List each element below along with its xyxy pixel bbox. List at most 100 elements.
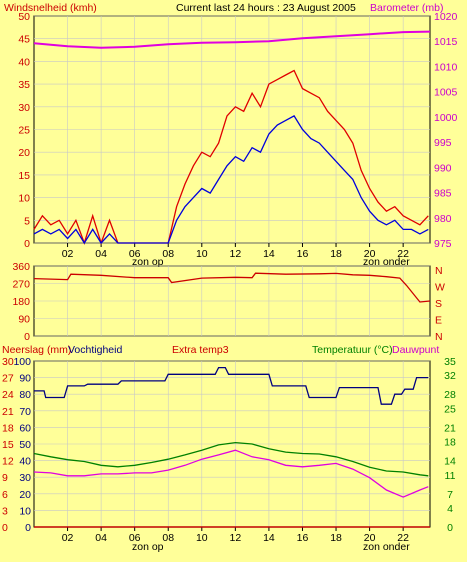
barometer-y-tick-label: 990 bbox=[434, 162, 452, 174]
humidity-y-tick-label: 10 bbox=[19, 505, 31, 517]
wind-x-tick-label: 04 bbox=[95, 248, 107, 260]
wind-y-tick-label: 50 bbox=[18, 11, 30, 23]
barometer-y-tick-label: 980 bbox=[434, 213, 452, 225]
sunrise-label-top: zon op bbox=[132, 256, 164, 268]
rain-y-tick-label: 15 bbox=[2, 439, 14, 451]
temperature-y-tick-label: 0 bbox=[447, 522, 453, 534]
temperature-x-tick-label: 20 bbox=[364, 532, 376, 544]
wind-series bbox=[33, 30, 431, 246]
rain-y-tick-label: 6 bbox=[2, 489, 8, 501]
rain-y-tick-label: 27 bbox=[2, 373, 14, 385]
rain-y-tick-label: 30 bbox=[2, 356, 14, 368]
rain-y-tick-label: 18 bbox=[2, 422, 14, 434]
wind-x-tick-label: 22 bbox=[397, 248, 409, 260]
wind-x-tick-label: 06 bbox=[129, 248, 141, 260]
wind-y-tick-label: 30 bbox=[18, 102, 30, 114]
wind-y-tick-label: 35 bbox=[18, 79, 30, 91]
temperature-x-tick-label: 18 bbox=[330, 532, 342, 544]
sunset-label-bottom: zon onder bbox=[363, 541, 410, 553]
rain-y-ticks: 0 3 6 9 12 15 18 21 24 27 30 bbox=[2, 356, 14, 534]
temperature-x-tick-label: 10 bbox=[196, 532, 208, 544]
temperature-y-tick-label: 11 bbox=[445, 470, 456, 482]
direction-y-tick-label: 270 bbox=[12, 279, 30, 291]
temperature-y-tick-label: 28 bbox=[444, 389, 456, 401]
wind-y-tick-label: 15 bbox=[18, 170, 30, 182]
wind-y-tick-label: 40 bbox=[18, 56, 30, 68]
humidity-y-tick-label: 80 bbox=[19, 389, 31, 401]
direction-compass-label: E bbox=[435, 315, 442, 327]
temperature-x-tick-label: 22 bbox=[397, 532, 409, 544]
temperature-x-tick-label: 02 bbox=[62, 532, 74, 544]
wind-y-tick-label: 10 bbox=[18, 193, 30, 205]
temperature-grid bbox=[34, 360, 430, 528]
humidity-y-ticks: 0 10 20 30 40 50 60 70 80 90 100 bbox=[13, 356, 31, 534]
temperature-y-tick-label: 21 bbox=[444, 422, 456, 434]
direction-compass-label: N bbox=[435, 265, 443, 277]
humidity-y-tick-label: 40 bbox=[19, 456, 31, 468]
temperature-y-ticks: 0 4 7 11 14 18 21 25 28 32 35 bbox=[444, 356, 456, 534]
humidity-y-tick-label: 0 bbox=[25, 522, 31, 534]
barometer-y-tick-label: 1015 bbox=[434, 36, 458, 48]
rain-y-tick-label: 21 bbox=[2, 406, 14, 418]
direction-y-tick-label: 360 bbox=[12, 261, 30, 273]
barometer-y-ticks: 975 980 985 990 995 1000 1005 1010 1015 1020 bbox=[434, 11, 458, 250]
wind-average-line bbox=[33, 115, 429, 245]
rain-y-tick-label: 12 bbox=[2, 456, 14, 468]
wind-x-tick-label: 18 bbox=[330, 248, 342, 260]
humidity-y-tick-label: 50 bbox=[19, 439, 31, 451]
temperature-y-tick-label: 25 bbox=[444, 403, 456, 415]
temperature-series bbox=[33, 366, 430, 528]
temperature-x-tick-label: 04 bbox=[95, 532, 107, 544]
temperature-x-tick-label: 12 bbox=[230, 532, 242, 544]
wind-x-tick-label: 02 bbox=[62, 248, 74, 260]
barometer-y-tick-label: 975 bbox=[434, 238, 452, 250]
barometer-line bbox=[33, 30, 431, 49]
temperature-y-tick-label: 7 bbox=[447, 489, 453, 501]
temperature-x-tick-label: 16 bbox=[297, 532, 309, 544]
barometer-y-tick-label: 985 bbox=[434, 188, 452, 200]
wind-y-tick-label: 45 bbox=[18, 34, 30, 46]
barometer-y-tick-label: 1005 bbox=[434, 87, 458, 99]
direction-y-tick-label: 90 bbox=[18, 314, 30, 326]
direction-compass-label: W bbox=[435, 282, 445, 294]
barometer-y-tick-label: 995 bbox=[434, 137, 452, 149]
wind-x-ticks: 02 04 06 08 10 12 14 16 18 20 22 bbox=[62, 243, 409, 260]
wind-y-tick-label: 25 bbox=[18, 125, 30, 137]
barometer-y-tick-label: 1000 bbox=[434, 112, 458, 124]
direction-y-ticks: 0 90 180 270 360 bbox=[12, 261, 30, 343]
sunset-label-top: zon onder bbox=[363, 256, 410, 268]
wind-axis-title: Windsnelheid (kmh) bbox=[4, 2, 97, 14]
sunrise-label-bottom: zon op bbox=[132, 541, 164, 553]
barometer-axis-title: Barometer (mb) bbox=[370, 2, 444, 14]
temperature-y-tick-label: 35 bbox=[444, 356, 456, 368]
dewpoint-line bbox=[33, 449, 429, 498]
rain-y-tick-label: 24 bbox=[2, 389, 14, 401]
rain-y-tick-label: 0 bbox=[2, 522, 8, 534]
wind-x-tick-label: 14 bbox=[263, 248, 275, 260]
rain-y-tick-label: 3 bbox=[2, 505, 8, 517]
wind-x-tick-label: 08 bbox=[162, 248, 174, 260]
wind-x-tick-label: 20 bbox=[364, 248, 376, 260]
direction-grid bbox=[34, 265, 430, 337]
wind-x-tick-label: 12 bbox=[230, 248, 242, 260]
rain-axis-title: Neerslag (mm) bbox=[2, 344, 71, 356]
humidity-y-tick-label: 70 bbox=[19, 406, 31, 418]
dewpoint-axis-title: Dauwpunt bbox=[392, 344, 439, 356]
wind-x-tick-label: 10 bbox=[196, 248, 208, 260]
barometer-y-tick-label: 1020 bbox=[434, 11, 458, 23]
wind-gust-line bbox=[33, 69, 429, 246]
temperature-y-tick-label: 14 bbox=[444, 456, 456, 468]
humidity-y-tick-label: 60 bbox=[19, 422, 31, 434]
temperature-x-tick-label: 08 bbox=[162, 532, 174, 544]
wind-direction-line bbox=[33, 272, 431, 303]
direction-y-tick-label: 180 bbox=[12, 296, 30, 308]
wind-y-tick-label: 0 bbox=[24, 238, 30, 250]
humidity-y-tick-label: 90 bbox=[19, 373, 31, 385]
temperature-y-tick-label: 18 bbox=[444, 437, 456, 449]
chart-title: Current last 24 hours : 23 August 2005 bbox=[176, 2, 356, 14]
direction-series bbox=[33, 272, 431, 303]
temperature-x-tick-label: 14 bbox=[263, 532, 275, 544]
humidity-line bbox=[34, 366, 429, 405]
